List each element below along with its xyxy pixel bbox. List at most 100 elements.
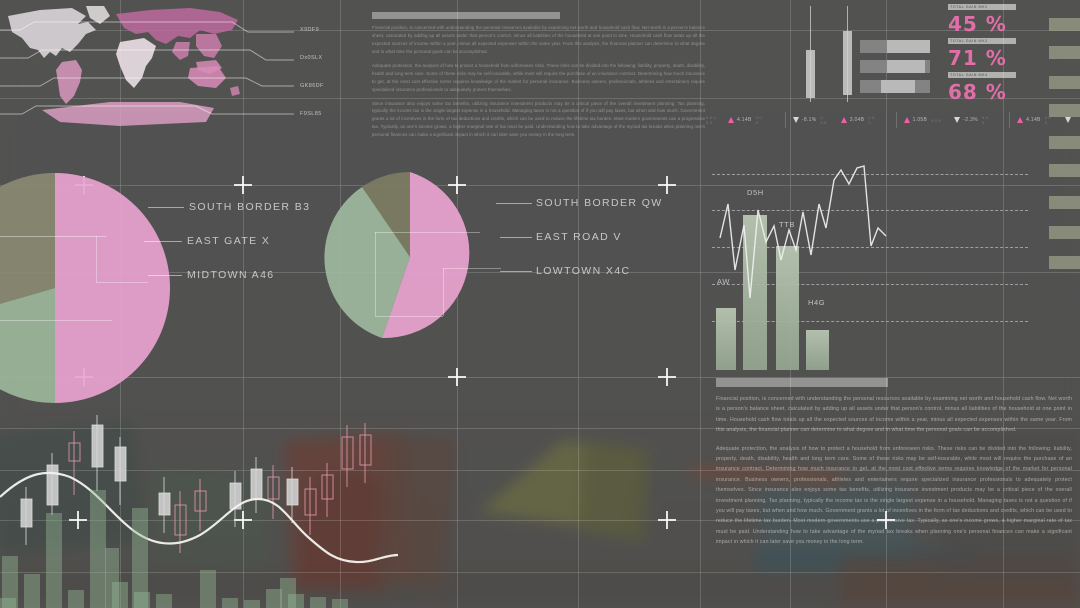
candle-top-1	[806, 6, 815, 102]
map-region-nz	[230, 86, 240, 96]
map-label-1: Dx0SLX	[300, 55, 323, 61]
ticker-item-2[interactable]: 3.04B 00 0	[840, 115, 883, 125]
map-region-eurasia	[116, 8, 238, 44]
map-label-2: GK86DF	[300, 83, 324, 89]
volume-bar	[112, 582, 128, 608]
bar-label-aw: AW	[717, 277, 731, 286]
text-block-bottom-paragraph-1: Adequate protection, the analysis of how…	[716, 445, 1072, 546]
kpi-caption-1: TOTAL GAIN MK3	[950, 39, 988, 43]
triangle-down-icon	[954, 117, 961, 123]
ticker-dim-0: 000 00	[706, 115, 718, 125]
ticker-item-0[interactable]: 000 00 4.14B 00 0	[706, 115, 772, 125]
pie-right-slice-east-road-v	[362, 172, 410, 257]
volume-bar	[310, 597, 326, 608]
volume-bar	[46, 513, 62, 608]
volume-bar	[0, 598, 16, 608]
ticker-trail-4: 00 0	[981, 115, 990, 125]
pie-left-leader-1	[144, 241, 182, 242]
kpi-caption-bar-2: TOTAL GAIN MK4	[948, 72, 1016, 78]
ticker-divider	[785, 112, 786, 128]
bar-ttb	[776, 246, 799, 370]
pie-right-label-0: SOUTH BORDER QW	[536, 197, 663, 209]
candle-top-2	[843, 6, 852, 102]
ticker-item-5[interactable]: 4.14B 00 0	[1017, 115, 1059, 125]
triangle-down-icon	[1065, 117, 1072, 123]
text-block-top-paragraph-0: Financial position, is concerned with un…	[372, 25, 705, 54]
ticker-value-1: -8.1%	[801, 117, 817, 123]
pie-left-deco-4	[96, 236, 97, 282]
ticker-trail-0: 00 0	[755, 115, 764, 125]
map-region-antarctica	[42, 102, 214, 126]
chip-5	[1049, 164, 1080, 177]
pie-left-label-2: MIDTOWN A46	[187, 269, 275, 281]
chip-2	[1049, 76, 1080, 89]
candlestick-series	[0, 415, 399, 564]
kpi-card-2: TOTAL GAIN MK4 68 %	[948, 72, 1016, 104]
text-block-top-paragraph-1: Adequate protection, the analysis of how…	[372, 62, 705, 92]
kpi-caption-bar-1: TOTAL GAIN MK3	[948, 38, 1016, 44]
ticker-value-5: 4.14B	[1026, 117, 1041, 123]
volume-bar	[156, 594, 172, 608]
triangle-up-icon	[1017, 117, 1024, 123]
volume-bar	[222, 598, 238, 608]
pie-chart-left	[0, 163, 180, 413]
ticker-value-3: 1.05B	[912, 117, 928, 123]
kpi-card-0: TOTAL GAIN MK2 45 %	[948, 4, 1016, 36]
map-label-3: F9SL85	[300, 111, 322, 117]
volume-bar	[280, 578, 296, 608]
map-region-greenland	[86, 6, 110, 24]
pie-right-slice-south-border-qw	[382, 172, 470, 339]
chip-6	[1049, 196, 1080, 209]
pie-right-leader-1	[500, 237, 532, 238]
kpi-card-1: TOTAL GAIN MK3 71 %	[948, 38, 1016, 70]
pie-left-label-1: EAST GATE X	[187, 235, 271, 247]
pie-right-deco-4	[443, 268, 444, 316]
volume-bar	[105, 548, 119, 608]
ticker-item-1[interactable]: -8.1% 0 00	[792, 115, 835, 125]
bar-chart-right: AW D5H TTB H4G	[706, 150, 1036, 370]
text-block-top-paragraph-2: Since insurance also enjoys some tax ben…	[372, 100, 705, 138]
pie-right-leader-2	[500, 271, 532, 272]
ticker-item-6[interactable]	[1065, 117, 1074, 123]
bar-aw	[716, 308, 736, 370]
market-ticker[interactable]: 000 00 4.14B 00 0 -8.1% 0 00 3.04B 00 0 …	[706, 112, 1080, 128]
volume-bar	[266, 589, 282, 608]
volume-bar	[24, 574, 40, 608]
pie-left-deco-1	[0, 236, 106, 237]
map-region-south-america	[56, 60, 82, 104]
kpi-caption-bar-0: TOTAL GAIN MK2	[948, 4, 1016, 10]
pie-right-label-1: EAST ROAD V	[536, 231, 622, 243]
volume-bar	[2, 556, 18, 608]
ticker-item-3[interactable]: 1.05B 000	[903, 117, 949, 123]
pie-right-deco-1	[375, 232, 480, 233]
triangle-down-icon	[792, 117, 799, 123]
text-block-bottom-heading	[716, 378, 888, 387]
triangle-up-icon	[840, 117, 847, 123]
volume-bar	[90, 490, 106, 608]
pie-right-leader-0	[496, 203, 532, 204]
volume-bar	[288, 594, 304, 608]
kpi-value-0: 45 %	[948, 12, 1007, 36]
text-block-top: Financial position, is concerned with un…	[372, 12, 705, 145]
kpi-value-1: 71 %	[948, 46, 1007, 70]
bar-label-d5h: D5H	[747, 188, 764, 197]
progress-bar-2	[860, 80, 930, 93]
pie-right-deco-2	[375, 232, 376, 316]
ticker-divider	[1009, 112, 1011, 128]
progress-bar-1	[860, 60, 930, 73]
ticker-item-4[interactable]: -2.3% 00 0	[954, 115, 996, 125]
chip-0	[1049, 18, 1080, 31]
pie-left-leader-0	[148, 207, 184, 208]
text-block-top-heading	[372, 12, 560, 19]
map-region-north-america	[8, 8, 96, 58]
ticker-value-4: -2.3%	[963, 117, 978, 123]
ticker-trail-1: 0 00	[820, 115, 828, 125]
pie-right-deco-3	[375, 316, 443, 317]
chip-8	[1049, 256, 1080, 269]
pie-right-deco-5	[443, 268, 501, 269]
trend-line-bottom	[0, 471, 399, 564]
triangle-up-icon	[728, 117, 735, 123]
map-label-group: X9DF9 Dx0SLX GK86DF F9SL85	[0, 0, 360, 145]
